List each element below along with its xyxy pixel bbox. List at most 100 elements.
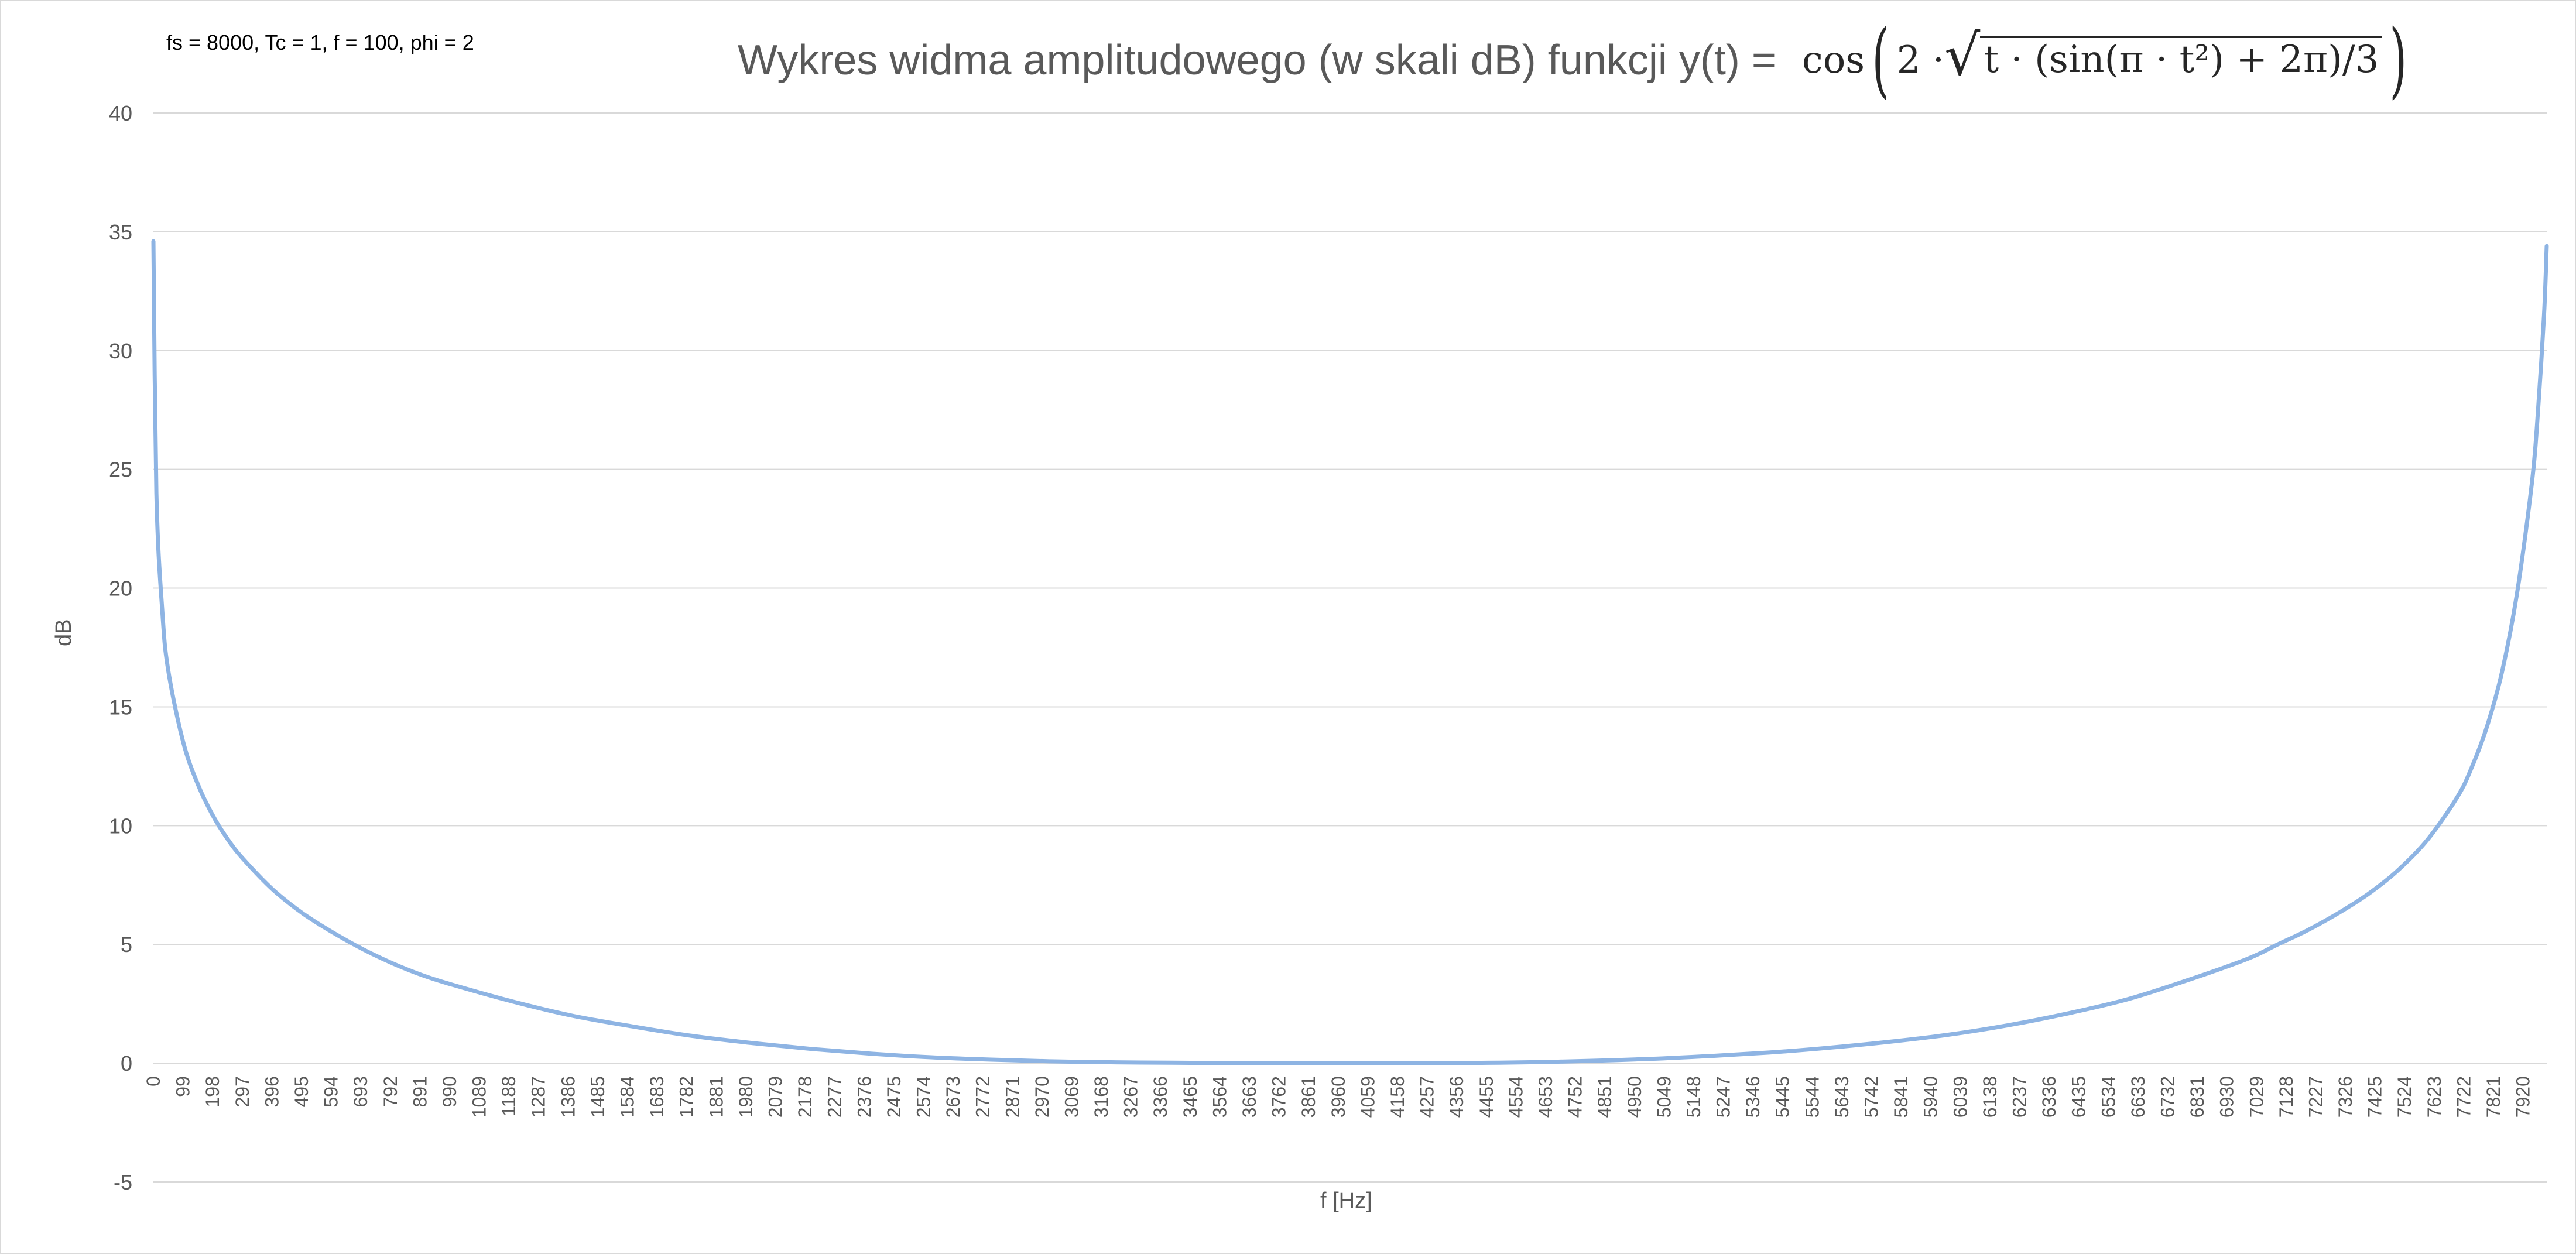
- x-tick-label: 1980: [735, 1076, 756, 1118]
- series-line: [151, 239, 2549, 1065]
- x-tick-label: 4950: [1624, 1076, 1645, 1118]
- x-tick-label: 1881: [705, 1076, 727, 1118]
- y-tick-labels: -5 0 5 10 15 20 25 30 35 40: [109, 101, 132, 1194]
- x-tick-label: 5049: [1653, 1076, 1674, 1118]
- x-tick-label: 7524: [2394, 1076, 2415, 1118]
- x-tick-label: 4752: [1565, 1076, 1586, 1118]
- x-tick-label: 6732: [2157, 1076, 2178, 1118]
- x-tick-label: 5148: [1683, 1076, 1704, 1118]
- x-tick-label: 2376: [854, 1076, 875, 1118]
- x-tick-label: 4455: [1476, 1076, 1497, 1118]
- y-tick-label: 30: [109, 339, 132, 363]
- x-tick-label: 4356: [1446, 1076, 1467, 1118]
- x-tick-label: 4554: [1505, 1076, 1526, 1118]
- x-tick-label: 594: [321, 1076, 342, 1107]
- x-tick-label: 2970: [1032, 1076, 1053, 1118]
- x-tick-label: 3960: [1328, 1076, 1349, 1118]
- x-tick-label: 5346: [1742, 1076, 1763, 1118]
- x-tick-label: 5742: [1861, 1076, 1882, 1118]
- y-tick-label: 0: [121, 1051, 132, 1075]
- x-tick-label: 7029: [2246, 1076, 2267, 1118]
- x-tick-label: 6930: [2217, 1076, 2238, 1118]
- x-tick-label: 1287: [528, 1076, 549, 1118]
- x-tick-label: 3366: [1150, 1076, 1171, 1118]
- chart-title: Wykres widma amplitudowego (w skali dB) …: [738, 37, 1776, 84]
- x-tick-label: 4059: [1357, 1076, 1378, 1118]
- x-tick-label: 297: [232, 1076, 253, 1107]
- y-tick-label: -5: [114, 1170, 132, 1194]
- formula-function: cos: [1801, 39, 1865, 82]
- formula-radicand: t · (sin(π · t²) + 2π)/3: [1980, 36, 2383, 81]
- x-tick-label: 7128: [2276, 1076, 2297, 1118]
- x-tick-labels: 0 99 198 297 396 495 594 693 792 891 990 1089 1188 12…: [143, 1076, 2534, 1118]
- x-tick-label: 6534: [2098, 1076, 2119, 1118]
- x-tick-label: 3663: [1239, 1076, 1260, 1118]
- y-tick-label: 15: [109, 695, 132, 719]
- x-axis-title: f [Hz]: [1320, 1188, 1372, 1213]
- x-tick-label: 6138: [1979, 1076, 2000, 1118]
- x-tick-label: 4653: [1535, 1076, 1556, 1118]
- chart-annotation: fs = 8000, Tc = 1, f = 100, phi = 2: [166, 30, 474, 54]
- y-tick-label: 10: [109, 814, 132, 838]
- x-tick-label: 891: [409, 1076, 430, 1107]
- x-tick-label: 6039: [1950, 1076, 1971, 1118]
- x-tick-label: 5445: [1772, 1076, 1793, 1118]
- y-tick-label: 5: [121, 933, 132, 957]
- x-tick-label: 2178: [794, 1076, 816, 1118]
- x-tick-label: 6336: [2039, 1076, 2060, 1118]
- x-tick-label: 1188: [498, 1076, 519, 1116]
- gridlines: [153, 112, 2547, 1183]
- x-tick-label: 7326: [2335, 1076, 2356, 1118]
- x-tick-label: 4257: [1417, 1076, 1438, 1118]
- x-tick-label: 3267: [1121, 1076, 1142, 1118]
- x-tick-label: 4851: [1594, 1076, 1615, 1118]
- x-tick-label: 5643: [1831, 1076, 1852, 1118]
- x-tick-label: 1089: [469, 1076, 490, 1118]
- x-tick-label: 198: [202, 1076, 223, 1107]
- x-tick-label: 7227: [2305, 1076, 2326, 1118]
- x-tick-label: 3861: [1298, 1076, 1319, 1118]
- x-tick-label: 792: [380, 1076, 401, 1107]
- x-tick-label: 5544: [1801, 1076, 1823, 1118]
- x-tick-label: 2475: [883, 1076, 905, 1118]
- x-tick-label: 7425: [2365, 1076, 2386, 1118]
- x-tick-label: 2079: [765, 1076, 786, 1118]
- x-tick-label: 3564: [1209, 1076, 1230, 1118]
- x-tick-label: 1485: [587, 1076, 608, 1118]
- formula-sqrt: √ t · (sin(π · t²) + 2π)/3: [1944, 28, 2383, 88]
- x-tick-label: 6237: [2009, 1076, 2030, 1118]
- x-tick-label: 7623: [2424, 1076, 2445, 1118]
- x-tick-label: 2574: [913, 1076, 934, 1118]
- x-tick-label: 6633: [2128, 1076, 2149, 1118]
- x-tick-label: 7821: [2483, 1076, 2504, 1118]
- formula-lead: 2 ·: [1896, 39, 1945, 82]
- x-tick-label: 5940: [1920, 1076, 1941, 1118]
- x-tick-label: 495: [291, 1076, 312, 1107]
- x-tick-label: 4158: [1387, 1076, 1408, 1118]
- x-tick-label: 1386: [557, 1076, 578, 1118]
- x-tick-label: 5841: [1890, 1076, 1912, 1118]
- x-tick-label: 99: [173, 1076, 194, 1097]
- x-tick-label: 396: [261, 1076, 282, 1107]
- y-tick-label: 40: [109, 101, 132, 125]
- y-tick-label: 25: [109, 458, 132, 482]
- x-tick-label: 1782: [676, 1076, 697, 1118]
- x-tick-label: 3762: [1269, 1076, 1290, 1118]
- x-tick-label: 1584: [617, 1076, 638, 1118]
- x-tick-label: 2277: [824, 1076, 845, 1118]
- series-group: [151, 239, 2549, 1065]
- x-tick-label: 6831: [2187, 1076, 2208, 1118]
- chart-formula: cos ( 2 · √ t · (sin(π · t²) + 2π)/3 ): [1801, 12, 2407, 108]
- x-tick-label: 1683: [646, 1076, 667, 1118]
- x-tick-label: 990: [439, 1076, 460, 1107]
- x-tick-label: 7920: [2513, 1076, 2534, 1118]
- chart-title-row: Wykres widma amplitudowego (w skali dB) …: [738, 16, 2414, 104]
- x-tick-label: 0: [143, 1076, 164, 1087]
- x-tick-label: 3069: [1061, 1076, 1082, 1118]
- x-tick-label: 2673: [943, 1076, 964, 1118]
- x-tick-label: 7722: [2453, 1076, 2474, 1118]
- x-tick-label: 3465: [1180, 1076, 1201, 1118]
- x-tick-label: 3168: [1091, 1076, 1112, 1118]
